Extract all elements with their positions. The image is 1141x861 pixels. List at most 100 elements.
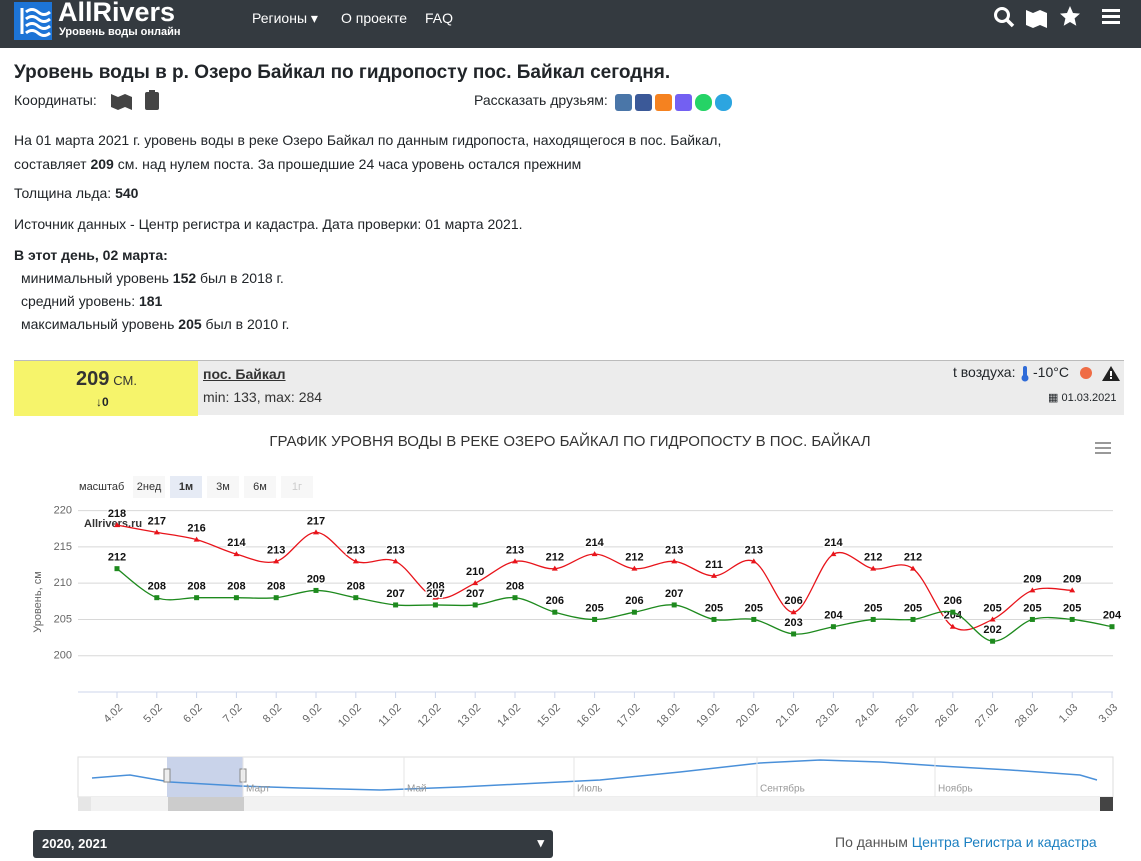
- point: [711, 572, 717, 578]
- menu-icon[interactable]: [1095, 442, 1111, 444]
- data-label: 208: [187, 581, 205, 593]
- point: [352, 558, 359, 564]
- coords-icons[interactable]: [110, 88, 162, 112]
- station-link[interactable]: пос. Байкал: [203, 366, 286, 382]
- data-label: 214: [585, 537, 604, 549]
- data-label: 207: [665, 588, 683, 600]
- range-button[interactable]: [207, 476, 239, 498]
- nav-about[interactable]: О проекте: [341, 10, 408, 26]
- range-button-label: 2нед: [137, 481, 162, 493]
- data-label: 208: [148, 581, 166, 593]
- range-button[interactable]: [133, 476, 165, 498]
- point: [313, 529, 319, 535]
- point: [1109, 624, 1115, 630]
- text: был в 2010 г.: [201, 316, 290, 332]
- point: [1029, 587, 1036, 593]
- data-label: 204: [1103, 610, 1122, 622]
- status-icons[interactable]: [1079, 365, 1124, 383]
- logo[interactable]: AllRivers: [58, 0, 176, 27]
- y-tick-label: 200: [54, 650, 72, 662]
- point: [910, 616, 916, 622]
- range-button[interactable]: [244, 476, 276, 498]
- point: [791, 631, 797, 637]
- text: Толщина льда:: [14, 185, 116, 201]
- nav-regions[interactable]: Регионы ▾: [252, 10, 318, 26]
- data-label: 214: [227, 537, 246, 549]
- header: AllRivers Уровень воды онлайн Регионы ▾ …: [0, 0, 1141, 48]
- point: [949, 623, 956, 629]
- range-button-label: 3м: [216, 481, 230, 493]
- summary: На 01 марта 2021 г. уровень воды в реке …: [14, 128, 754, 176]
- range-button-label: 1м: [179, 481, 193, 493]
- nav-faq[interactable]: FAQ: [425, 10, 454, 26]
- point: [989, 616, 996, 622]
- data-label: 205: [1063, 602, 1081, 614]
- data-label: 208: [227, 581, 245, 593]
- data-label: 205: [1023, 602, 1041, 614]
- text: см. над нулем поста. За прошедшие 24 час…: [113, 156, 582, 172]
- source-link[interactable]: Центра Регистра и кадастра: [911, 834, 1097, 850]
- x-tick-label: 12.02: [416, 702, 444, 730]
- point: [671, 558, 678, 564]
- point: [671, 602, 677, 608]
- data-label: 208: [267, 581, 285, 593]
- logo-icon[interactable]: [14, 2, 54, 40]
- coords-label: Координаты:: [14, 92, 97, 108]
- data-label: 212: [546, 552, 564, 564]
- navigator-month: Ноябрь: [938, 783, 973, 795]
- footer-source: По данным Центра Регистра и кадастра: [835, 834, 1097, 850]
- data-label: 207: [426, 588, 444, 600]
- data-label: 213: [745, 544, 763, 556]
- change: ↓0: [96, 395, 109, 409]
- x-tick-label: 11.02: [376, 702, 403, 729]
- text: На 01 марта 2021 г. уровень воды в реке …: [14, 132, 722, 172]
- x-tick-label: 4.02: [102, 702, 126, 726]
- point: [552, 609, 558, 615]
- air-label: t воздуха:: [953, 364, 1016, 380]
- day-row: минимальный уровень 152 был в 2018 г.: [21, 270, 284, 286]
- level: 209: [76, 368, 110, 390]
- header-icons[interactable]: [990, 4, 1125, 32]
- point: [114, 566, 120, 572]
- page-title: Уровень воды в р. Озеро Байкал по гидроп…: [14, 62, 671, 83]
- point: [313, 587, 319, 593]
- x-tick-label: 5.02: [141, 702, 165, 726]
- source: Источник данных - Центр регистра и кадас…: [14, 216, 523, 232]
- data-label: 212: [864, 552, 882, 564]
- range-button[interactable]: [170, 476, 202, 498]
- menu-icon[interactable]: [1095, 452, 1111, 454]
- x-tick-label: 18.02: [654, 702, 682, 730]
- range-button[interactable]: [281, 476, 313, 498]
- data-label: 202: [983, 624, 1001, 636]
- x-tick-label: 20.02: [734, 702, 762, 730]
- data-label: 207: [386, 588, 404, 600]
- menu-icon[interactable]: [1095, 447, 1111, 449]
- data-label: 213: [347, 544, 365, 556]
- x-tick-label: 8.02: [261, 702, 285, 726]
- point: [592, 616, 598, 622]
- x-tick-label: 6.02: [181, 702, 205, 726]
- data-label: 209: [1063, 573, 1081, 585]
- data-label: 207: [466, 588, 484, 600]
- data-label: 211: [705, 559, 723, 571]
- y-tick-label: 205: [54, 613, 72, 625]
- data-label: 213: [506, 544, 524, 556]
- share-label: Рассказать друзьям:: [474, 92, 608, 108]
- x-tick-label: 3.03: [1097, 702, 1121, 726]
- thermo-icon: [1021, 366, 1029, 382]
- x-tick-label: 26.02: [933, 702, 961, 730]
- navigator-month: Май: [407, 784, 427, 795]
- point: [432, 594, 439, 600]
- share-icons[interactable]: [615, 94, 745, 112]
- x-tick-label: 21.02: [774, 702, 802, 730]
- year-select[interactable]: 2020, 2021 ▾: [33, 830, 553, 858]
- point: [711, 616, 717, 622]
- unit: СМ.: [113, 373, 137, 388]
- air-temp: -10°C: [1033, 364, 1069, 380]
- data-label: 212: [108, 552, 126, 564]
- y-tick-label: 210: [54, 577, 72, 589]
- x-tick-label: 10.02: [336, 702, 364, 730]
- point: [990, 638, 996, 644]
- data-label: 214: [824, 537, 843, 549]
- data-label: 203: [784, 617, 802, 629]
